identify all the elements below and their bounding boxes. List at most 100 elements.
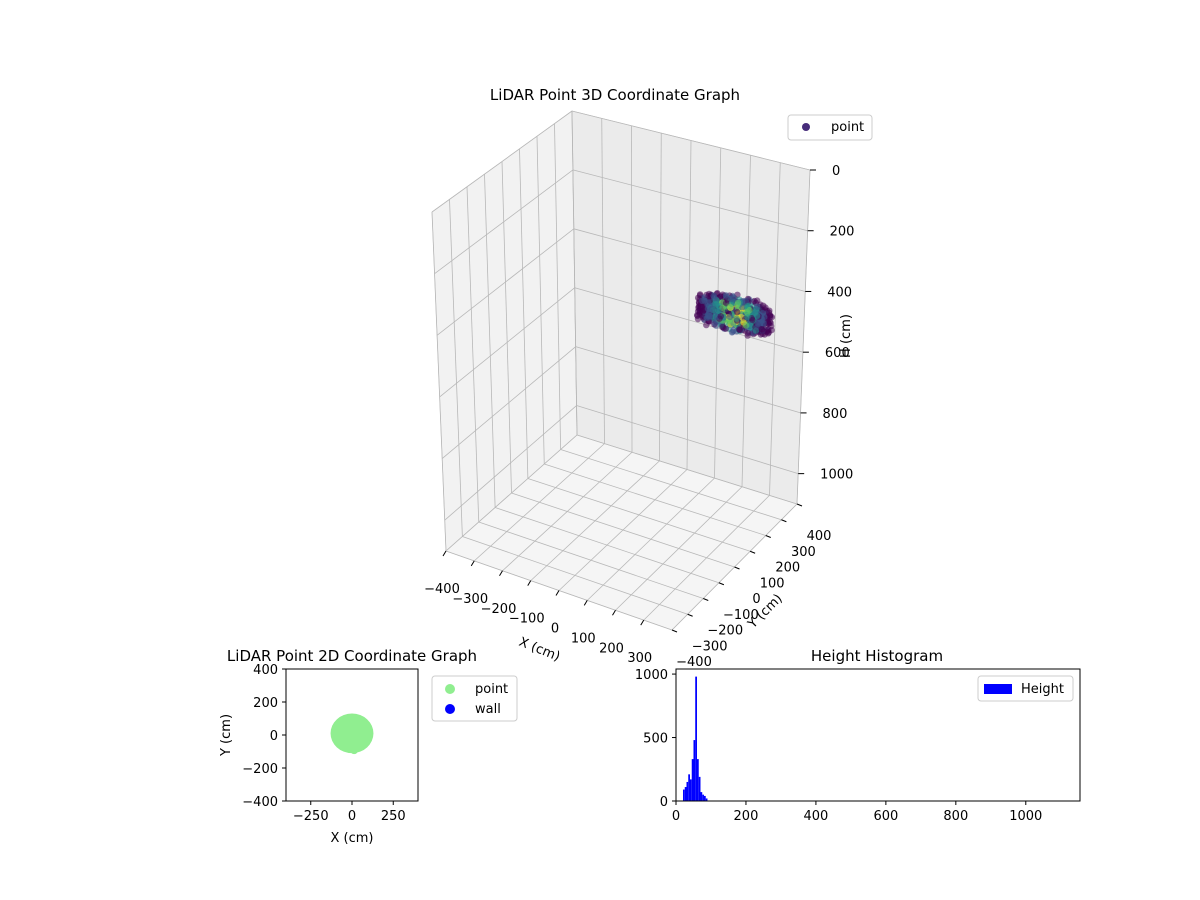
grid-line <box>444 405 577 521</box>
y-tick-3d: −400 <box>676 655 712 670</box>
tick-mark <box>796 503 803 507</box>
z-axis-label-3d: H (cm) <box>839 314 854 358</box>
y-tick-3d: −200 <box>707 624 743 639</box>
y-tick-3d: −300 <box>692 639 728 654</box>
grid-line <box>796 169 811 505</box>
point-3d <box>699 297 706 304</box>
chart-height-histogram: Height Histogram 0 200 400 600 800 1000 0 500 10… <box>635 647 1081 824</box>
point-3d <box>749 316 756 324</box>
ticks-histogram: 0 200 400 600 800 1000 0 500 1000 <box>635 668 1042 824</box>
point-3d <box>711 320 718 327</box>
x-tick-histogram: 1000 <box>1009 809 1042 824</box>
grid-line <box>631 125 633 453</box>
x-tick-histogram: 400 <box>803 809 828 824</box>
z-tick-3d: 0 <box>832 164 840 179</box>
x-tick-2d: −250 <box>293 809 329 824</box>
tick-mark <box>612 609 616 616</box>
grid-line <box>484 174 496 508</box>
z-tick-3d: 200 <box>830 225 855 240</box>
x-tick-3d: −400 <box>424 582 460 597</box>
y-tick-2d: 400 <box>253 663 278 678</box>
plot-area-histogram <box>675 668 1081 802</box>
histogram-title: Height Histogram <box>811 647 943 665</box>
grid-line <box>544 463 766 536</box>
tick-mark <box>703 598 709 601</box>
y-tick-2d: 200 <box>253 696 278 711</box>
point-3d <box>744 314 751 321</box>
x-tick-3d: −100 <box>509 612 545 627</box>
point-3d <box>712 301 719 309</box>
histogram-bars <box>682 676 708 801</box>
histogram-bar <box>698 776 701 801</box>
y-tick-2d: 0 <box>270 729 278 744</box>
z-tick-3d: 800 <box>823 407 848 422</box>
point-3d <box>719 323 726 331</box>
point-3d <box>739 304 746 311</box>
x-tick-2d: 0 <box>348 809 356 824</box>
point-3d <box>761 313 768 321</box>
point-3d <box>722 292 730 299</box>
point-3d <box>715 307 722 314</box>
point-3d <box>733 315 740 322</box>
y-tick-3d: 300 <box>791 545 816 560</box>
grid-line <box>519 148 529 479</box>
point-3d <box>734 299 742 306</box>
histogram-bar <box>688 774 690 801</box>
tick-mark <box>718 582 725 586</box>
legend-3d: point <box>787 114 873 141</box>
point-3d <box>726 303 734 310</box>
grid-line <box>571 110 811 171</box>
grid-line <box>554 123 562 450</box>
grid-line <box>501 161 512 494</box>
point-3d <box>726 313 734 321</box>
legend-2d: point wall <box>431 675 518 722</box>
tick-mark <box>442 550 447 557</box>
z-tick-3d: 1000 <box>820 468 853 483</box>
point-3d <box>754 297 761 304</box>
point-3d <box>717 313 724 320</box>
z-tick-3d: 400 <box>827 285 852 300</box>
x-tick-3d: 0 <box>551 622 559 637</box>
histogram-bar <box>682 789 685 801</box>
histogram-bar <box>693 740 696 801</box>
grid-line <box>431 110 573 213</box>
legend-marker-point-3d <box>802 123 810 131</box>
y-tick-3d: −100 <box>723 608 759 623</box>
histogram-bar <box>691 759 694 801</box>
grid-3d <box>431 110 811 631</box>
histogram-bar <box>700 792 703 801</box>
point-3d <box>694 315 702 323</box>
histogram-bar <box>689 779 692 801</box>
point-3d <box>734 308 741 316</box>
x-tick-histogram: 800 <box>943 809 968 824</box>
legend-marker-point-2d <box>445 684 455 694</box>
grid-line <box>571 110 578 436</box>
z-tick-3d: 600 <box>825 346 850 361</box>
point-3d <box>728 295 735 302</box>
legend-marker-wall-2d <box>445 704 455 714</box>
grid-line <box>434 169 574 274</box>
point-3d <box>744 329 751 337</box>
y-tick-2d: −200 <box>242 762 278 777</box>
grid-line <box>431 211 447 552</box>
point-3d <box>742 298 750 305</box>
legend-label-point-2d: point <box>475 682 508 697</box>
chart-3d-scatter: LiDAR Point 3D Coordinate Graph −400−300… <box>424 86 873 670</box>
grid-line <box>527 478 751 552</box>
point-3d <box>736 326 743 334</box>
grid-line <box>686 140 692 470</box>
point-3d <box>706 308 713 315</box>
legend-label-point-3d: point <box>831 120 864 135</box>
tick-mark <box>640 619 645 626</box>
tick-mark <box>765 535 771 538</box>
y-tick-histogram: 500 <box>643 732 668 747</box>
y-tick-3d: 200 <box>775 561 800 576</box>
legend-swatch-height <box>984 684 1012 694</box>
grid-line <box>575 346 801 414</box>
point-3d <box>746 306 753 314</box>
tick-mark <box>583 600 588 606</box>
y-tick-histogram: 1000 <box>635 668 668 683</box>
histogram-bar <box>686 781 689 801</box>
point-3d <box>730 327 737 334</box>
y-tick-3d: 400 <box>807 529 832 544</box>
